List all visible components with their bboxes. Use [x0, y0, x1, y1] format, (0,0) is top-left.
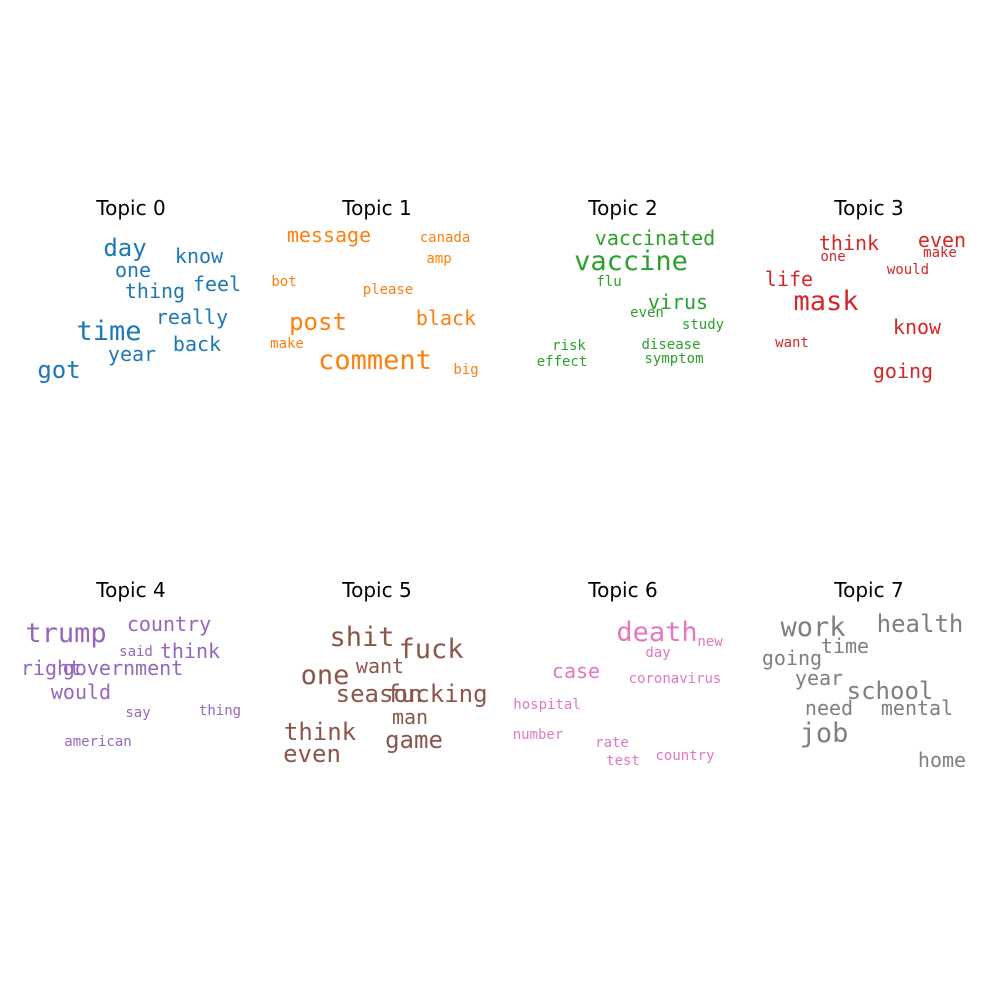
topic-panel: Topic 7 work health time going year school need…: [746, 578, 992, 778]
topic-word: please: [362, 282, 414, 298]
topic-word: going: [761, 646, 823, 670]
topic-word: year: [794, 666, 844, 690]
topic-word: even: [630, 305, 664, 321]
topic-word: time: [76, 316, 142, 347]
topic-word: black: [415, 306, 477, 330]
topic-word: one: [114, 258, 152, 282]
topic-word: new: [697, 634, 723, 650]
topic-word: flu: [596, 274, 622, 290]
topic-word: effect: [536, 354, 588, 370]
topic-word: know: [892, 315, 942, 339]
topic-title: Topic 6: [588, 578, 658, 602]
topic-word: season: [335, 680, 423, 708]
topic-panel: Topic 4 trump country said think right governm…: [8, 578, 254, 778]
topic-word: post: [289, 308, 347, 336]
topic-word: want: [775, 335, 809, 351]
topic-word: home: [917, 748, 967, 772]
topic-word: thing: [198, 703, 242, 719]
topic-word: said: [119, 644, 153, 660]
topic-word: mask: [793, 286, 859, 317]
topic-word: hospital: [513, 697, 581, 713]
topic-word: country: [655, 748, 715, 764]
topic-panel: Topic 6 death new day case coronavirus hospita…: [500, 578, 746, 778]
topic-word: fucking: [386, 680, 488, 708]
topic-word: would: [50, 680, 112, 704]
topic-word: virus: [647, 290, 709, 314]
topic-word: year: [107, 342, 157, 366]
topic-title: Topic 5: [342, 578, 412, 602]
topic-word: game: [385, 726, 443, 754]
topic-word: death: [616, 617, 698, 648]
topic-panel: Topic 2 vaccinated vaccine flu virus even stud…: [500, 196, 746, 396]
topic-word: man: [391, 705, 429, 729]
topic-title: Topic 4: [96, 578, 166, 602]
topic-word: life: [764, 267, 814, 291]
topic-word: make: [270, 336, 304, 352]
topic-word: would: [886, 262, 930, 278]
topic-word: think: [159, 639, 221, 663]
topic-word: need: [804, 696, 854, 720]
topic-word: bot: [271, 274, 297, 290]
topic-word: health: [876, 610, 964, 638]
topic-word: know: [174, 244, 224, 268]
topic-word: one: [820, 249, 846, 265]
topic-word: vaccinated: [594, 226, 716, 250]
topic-word: going: [872, 359, 934, 383]
topic-word: make: [923, 245, 957, 261]
topic-title: Topic 2: [588, 196, 658, 220]
topic-word: school: [846, 677, 934, 705]
topic-word: vaccine: [574, 246, 688, 277]
topic-word: coronavirus: [628, 671, 722, 687]
topic-panel: Topic 0 day know one feel thing really time back…: [8, 196, 254, 396]
topic-word: mental: [880, 696, 954, 720]
topic-word: say: [125, 705, 151, 721]
topic-word: trump: [25, 618, 107, 649]
topic-word: canada: [419, 230, 471, 246]
topic-word: government: [62, 656, 184, 680]
topic-word: shit: [329, 622, 395, 653]
topic-word: even: [283, 740, 341, 768]
topic-word: even: [917, 228, 967, 252]
topic-word: number: [512, 727, 564, 743]
topic-word: feel: [192, 272, 242, 296]
topic-word: think: [283, 718, 357, 746]
topic-word: symptom: [644, 351, 704, 367]
topic-title: Topic 3: [834, 196, 904, 220]
topic-word: time: [820, 634, 870, 658]
topic-title: Topic 7: [834, 578, 904, 602]
topic-word: work: [780, 612, 846, 643]
topic-word: think: [818, 231, 880, 255]
topic-word: day: [645, 645, 671, 661]
topic-panel: Topic 5 shit fuck one want season fucking man th…: [254, 578, 500, 778]
topic-word: disease: [641, 337, 701, 353]
topic-title: Topic 0: [96, 196, 166, 220]
topic-word: thing: [124, 279, 186, 303]
topic-word: country: [126, 612, 212, 636]
topic-word: study: [681, 317, 725, 333]
topic-word: rate: [595, 735, 629, 751]
topic-word: risk: [552, 338, 586, 354]
topic-word: want: [355, 654, 405, 678]
topic-word: fuck: [398, 634, 464, 665]
topic-word: right: [20, 656, 82, 680]
topic-word: big: [453, 362, 479, 378]
topic-panel: Topic 1 message canada amp bot please post blac…: [254, 196, 500, 396]
topic-panel: Topic 3 think even one make would life mask know…: [746, 196, 992, 396]
topic-word: one: [300, 660, 350, 691]
topic-word: job: [799, 718, 849, 749]
topic-word: amp: [426, 251, 452, 267]
topic-word: back: [172, 332, 222, 356]
topic-word: really: [155, 305, 229, 329]
topic-word: case: [551, 659, 601, 683]
topic-title: Topic 1: [342, 196, 412, 220]
topic-word: comment: [318, 345, 432, 376]
topic-word: test: [606, 753, 640, 769]
topic-word: got: [37, 356, 81, 384]
topic-word: american: [64, 734, 132, 750]
topic-word: message: [286, 223, 372, 247]
topic-word: day: [103, 234, 147, 262]
